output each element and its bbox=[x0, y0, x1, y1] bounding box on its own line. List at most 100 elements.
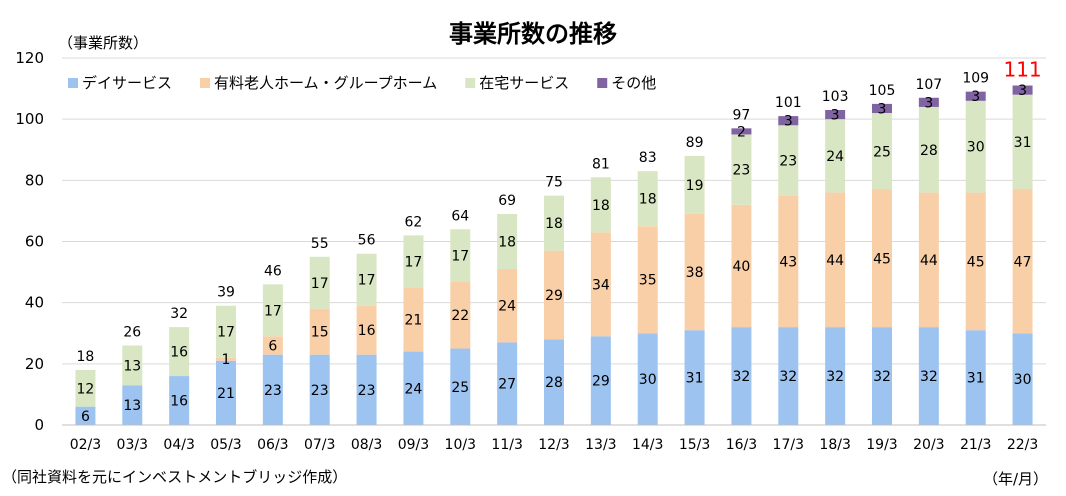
bar-segment bbox=[965, 91, 986, 101]
bar-segment bbox=[590, 232, 611, 337]
segment-value-label: 3 bbox=[878, 101, 887, 117]
segment-value-label: 44 bbox=[826, 253, 844, 269]
segment-value-label: 31 bbox=[967, 371, 985, 387]
x-tick-label: 22/3 bbox=[1007, 437, 1038, 453]
y-tick-label: 80 bbox=[25, 171, 44, 189]
total-value-label: 18 bbox=[77, 349, 95, 365]
bar-segment bbox=[75, 369, 96, 407]
bar-segment bbox=[778, 195, 799, 328]
segment-value-label: 21 bbox=[405, 312, 423, 328]
total-value-label: 83 bbox=[639, 150, 657, 166]
bar-segment bbox=[778, 116, 799, 126]
bar-segment bbox=[497, 269, 518, 343]
segment-value-label: 25 bbox=[451, 380, 469, 396]
bar-segment bbox=[450, 229, 471, 282]
total-value-label: 81 bbox=[592, 156, 610, 172]
bar-segment bbox=[169, 327, 190, 377]
x-tick-label: 10/3 bbox=[445, 437, 476, 453]
bar-segment bbox=[965, 192, 986, 331]
bar-segment bbox=[544, 250, 564, 340]
legend-label: 在宅サービス bbox=[479, 74, 569, 92]
segment-value-label: 32 bbox=[779, 369, 797, 385]
segment-value-label: 44 bbox=[920, 253, 938, 269]
bar-segment bbox=[216, 360, 236, 425]
bar-segment bbox=[216, 357, 236, 361]
total-value-label: 39 bbox=[217, 285, 235, 301]
segment-value-label: 30 bbox=[639, 372, 657, 388]
x-tick-label: 08/3 bbox=[351, 437, 382, 453]
legend-label: デイサービス bbox=[82, 74, 172, 92]
segment-value-label: 17 bbox=[451, 248, 469, 264]
legend-swatch bbox=[597, 78, 608, 88]
bar-segment bbox=[216, 305, 236, 358]
y-tick-label: 60 bbox=[25, 233, 44, 251]
segment-value-label: 30 bbox=[1014, 372, 1032, 388]
segment-value-label: 23 bbox=[779, 153, 797, 169]
bar-segment bbox=[965, 330, 986, 425]
total-value-label: 89 bbox=[686, 135, 704, 151]
legend-label: その他 bbox=[611, 74, 656, 92]
x-tick-label: 04/3 bbox=[163, 437, 194, 453]
segment-value-label: 3 bbox=[971, 89, 980, 105]
segment-value-label: 30 bbox=[967, 140, 985, 156]
x-axis-unit-label: （年/月） bbox=[983, 470, 1048, 488]
total-value-label: 109 bbox=[962, 71, 989, 87]
bar-segment bbox=[544, 195, 564, 251]
bar-segment bbox=[965, 100, 986, 193]
segment-value-label: 43 bbox=[779, 254, 797, 270]
total-value-label: 103 bbox=[822, 89, 849, 105]
segment-value-label: 31 bbox=[686, 371, 704, 387]
y-tick-label: 120 bbox=[15, 49, 44, 67]
segment-value-label: 15 bbox=[311, 325, 329, 341]
x-tick-label: 18/3 bbox=[819, 437, 850, 453]
bar-segment bbox=[356, 253, 377, 306]
x-tick-label: 20/3 bbox=[913, 437, 944, 453]
segment-value-label: 2 bbox=[737, 124, 746, 140]
bar-segment bbox=[731, 128, 752, 135]
segment-value-label: 47 bbox=[1014, 254, 1032, 270]
bar-segment bbox=[825, 327, 846, 425]
bar-segment bbox=[590, 177, 611, 233]
legend-swatch bbox=[68, 78, 78, 88]
segment-value-label: 16 bbox=[170, 345, 188, 361]
segment-value-label: 32 bbox=[733, 369, 751, 385]
bar-segment bbox=[918, 327, 939, 425]
segment-value-label: 32 bbox=[873, 369, 891, 385]
segment-value-label: 19 bbox=[686, 178, 704, 194]
bar-segment bbox=[684, 330, 705, 425]
segment-value-label: 28 bbox=[545, 375, 563, 391]
segment-value-label: 22 bbox=[451, 308, 469, 324]
bar-segment bbox=[872, 327, 892, 425]
bar-segment bbox=[1012, 189, 1033, 334]
segment-value-label: 40 bbox=[733, 259, 751, 275]
bar-segment bbox=[637, 226, 658, 334]
total-value-label: 105 bbox=[869, 83, 896, 99]
source-note: （同社資料を元にインベストメントブリッジ作成） bbox=[2, 468, 347, 486]
total-value-label: 101 bbox=[775, 95, 802, 111]
segment-value-label: 23 bbox=[311, 383, 329, 399]
bar-segment bbox=[1012, 94, 1033, 190]
segment-value-label: 1 bbox=[222, 352, 231, 368]
segment-value-label: 24 bbox=[498, 299, 516, 315]
segment-value-label: 16 bbox=[358, 323, 376, 339]
segment-value-label: 21 bbox=[217, 386, 235, 402]
x-tick-label: 03/3 bbox=[117, 437, 148, 453]
segment-value-label: 35 bbox=[639, 273, 657, 289]
segment-value-label: 17 bbox=[358, 273, 376, 289]
y-tick-label: 100 bbox=[15, 110, 44, 128]
bar-segment bbox=[918, 106, 939, 193]
bar-segment bbox=[825, 192, 846, 328]
legend-swatch bbox=[200, 78, 211, 88]
bar-segment bbox=[1012, 333, 1033, 425]
bar-segment bbox=[450, 348, 471, 425]
bar-segment bbox=[75, 406, 96, 425]
segment-value-label: 24 bbox=[826, 149, 844, 165]
segment-value-label: 29 bbox=[592, 374, 610, 390]
segment-value-label: 17 bbox=[217, 325, 235, 341]
segment-value-label: 25 bbox=[873, 144, 891, 160]
x-tick-label: 12/3 bbox=[538, 437, 569, 453]
bar-segment bbox=[309, 354, 330, 425]
bar-segment bbox=[825, 119, 846, 193]
segment-value-label: 3 bbox=[831, 108, 840, 124]
